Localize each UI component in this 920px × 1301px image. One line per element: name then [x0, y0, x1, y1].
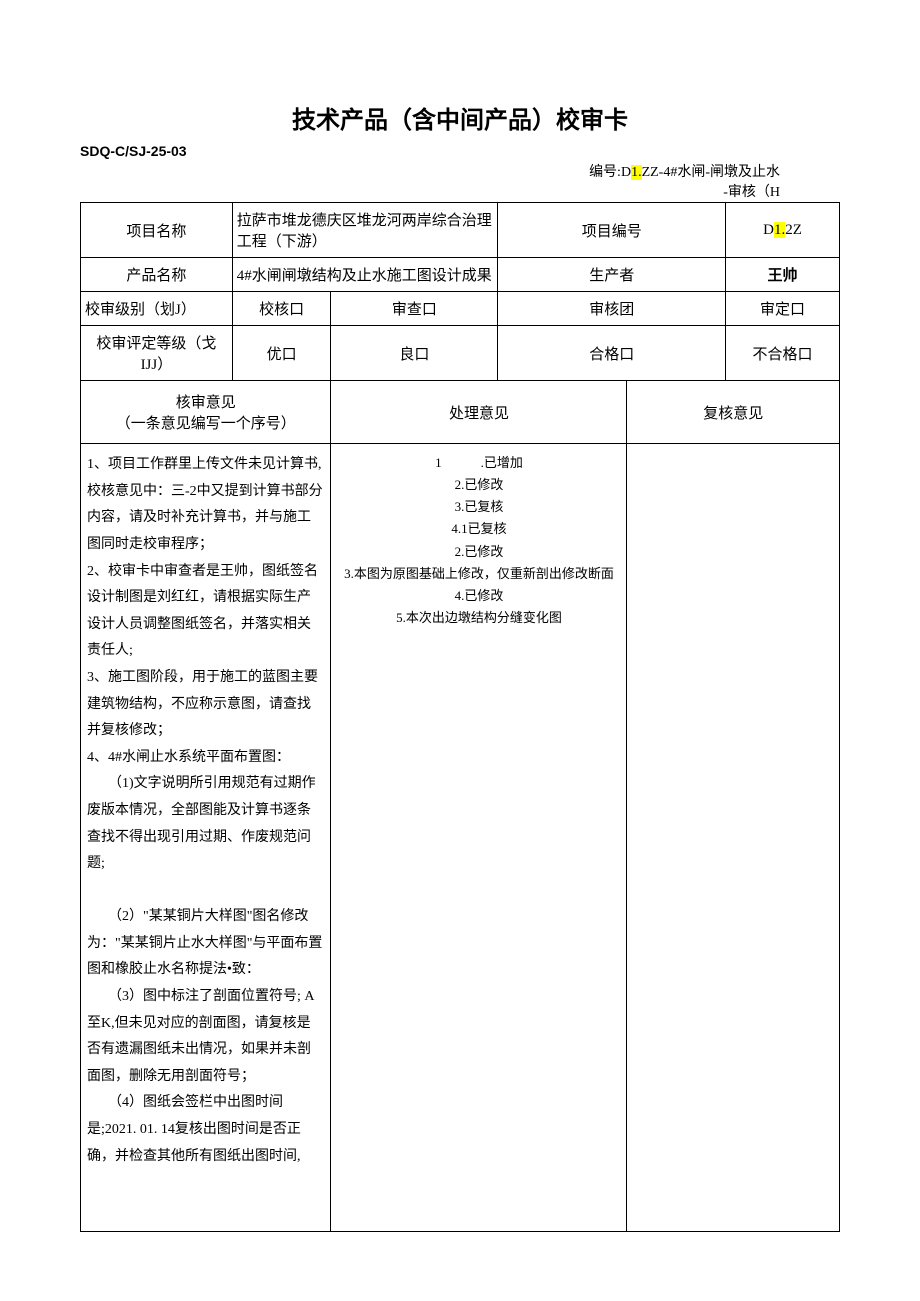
project-no-post: 2Z	[785, 222, 802, 238]
process-opinion-cell: 1 .已增加 2.已修改 3.已复核 4.1已复核 2.已修改 3.本图为原图基…	[331, 444, 627, 1232]
review-p2: 2、校审卡中审查者是王帅，图纸签名设计制图是刘红红，请根据实际生产设计人员调整图…	[87, 559, 324, 665]
page-title: 技术产品（含中间产品）校审卡	[80, 100, 840, 135]
review-p4-1: （1)文字说明所引用规范有过期作废版本情况，全部图能及计算书逐条查找不得出现引用…	[87, 771, 324, 877]
row-product: 产品名称 4#水闸闸墩结构及止水施工图设计成果 生产者 王帅	[81, 258, 840, 292]
serial-prefix: 编号:D	[589, 165, 631, 180]
row-project: 项目名称 拉萨市堆龙德庆区堆龙河两岸综合治理工程（下游） 项目编号 D1.2Z	[81, 203, 840, 258]
project-no-pre: D	[763, 222, 774, 238]
grade-label: 校审评定等级（戈IJJ）	[81, 326, 233, 381]
row-level: 校审级别（划J） 校核口 审查口 审核团 审定口	[81, 292, 840, 326]
review-p4-3: （3）图中标注了剖面位置符号; A至K,但未见对应的剖面图，请复核是否有遗漏图纸…	[87, 984, 324, 1090]
row-headers: 核审意见 （一条意见编写一个序号） 处理意见 复核意见	[81, 381, 840, 444]
serial-mid: ZZ-4#水闸-闸墩及止水	[642, 165, 780, 180]
product-name-value: 4#水闸闸墩结构及止水施工图设计成果	[232, 258, 498, 292]
row-grade: 校审评定等级（戈IJJ） 优口 良口 合格口 不合格口	[81, 326, 840, 381]
header-review-line2: （一条意见编写一个序号）	[116, 416, 296, 432]
process-l5: 2.已修改	[337, 541, 620, 563]
level-opt-0: 校核口	[232, 292, 331, 326]
project-name-label: 项目名称	[81, 203, 233, 258]
grade-opt-3: 不合格口	[726, 326, 840, 381]
product-name-label: 产品名称	[81, 258, 233, 292]
review-card-table: 项目名称 拉萨市堆龙德庆区堆龙河两岸综合治理工程（下游） 项目编号 D1.2Z …	[80, 202, 840, 1232]
project-no-value: D1.2Z	[726, 203, 840, 258]
review-p1: 1、项目工作群里上传文件未见计算书,校核意见中：三-2中又提到计算书部分内容，请…	[87, 452, 324, 558]
review-p4-2: （2）"某某铜片大样图"图名修改为："某某铜片止水大样图"与平面布置图和橡胶止水…	[87, 904, 324, 984]
grade-opt-2: 合格口	[498, 326, 726, 381]
row-content: 1、项目工作群里上传文件未见计算书,校核意见中：三-2中又提到计算书部分内容，请…	[81, 444, 840, 1232]
project-name-value: 拉萨市堆龙德庆区堆龙河两岸综合治理工程（下游）	[232, 203, 498, 258]
producer-label: 生产者	[498, 258, 726, 292]
doc-code: SDQ-C/SJ-25-03	[80, 143, 840, 159]
header-process: 处理意见	[331, 381, 627, 444]
level-label: 校审级别（划J）	[81, 292, 233, 326]
level-opt-3: 审定口	[726, 292, 840, 326]
header-review-line1: 核审意见	[176, 395, 236, 411]
process-l8: 5.本次出边墩结构分缝变化图	[337, 607, 620, 629]
review-p3: 3、施工图阶段，用于施工的蓝图主要建筑物结构，不应称示意图，请查找并复核修改；	[87, 665, 324, 745]
serial-highlight-1: 1.	[631, 165, 642, 180]
process-l2: 2.已修改	[337, 474, 620, 496]
recheck-opinion-cell	[627, 444, 840, 1232]
producer-value: 王帅	[726, 258, 840, 292]
review-p4-4: （4）图纸会签栏中出图时间是;2021. 01. 14复核出图时间是否正确，并检…	[87, 1090, 324, 1170]
process-l6: 3.本图为原图基础上修改，仅重新剖出修改断面	[337, 563, 620, 585]
process-l7: 4.已修改	[337, 585, 620, 607]
review-p4: 4、4#水闸止水系统平面布置图：	[87, 745, 324, 772]
serial-number: 编号:D1.ZZ-4#水闸-闸墩及止水 -审核（H	[80, 163, 840, 202]
level-opt-2: 审核团	[498, 292, 726, 326]
serial-line2: -审核（H	[723, 185, 780, 200]
header-review: 核审意见 （一条意见编写一个序号）	[81, 381, 331, 444]
process-l3: 3.已复核	[337, 496, 620, 518]
header-recheck: 复核意见	[627, 381, 840, 444]
project-no-hl: 1.	[774, 222, 785, 238]
grade-opt-0: 优口	[232, 326, 331, 381]
grade-opt-1: 良口	[331, 326, 498, 381]
process-l1: 1 .已增加	[337, 452, 620, 474]
process-l4: 4.1已复核	[337, 518, 620, 540]
project-no-label: 项目编号	[498, 203, 726, 258]
level-opt-1: 审查口	[331, 292, 498, 326]
review-opinion-cell: 1、项目工作群里上传文件未见计算书,校核意见中：三-2中又提到计算书部分内容，请…	[81, 444, 331, 1232]
